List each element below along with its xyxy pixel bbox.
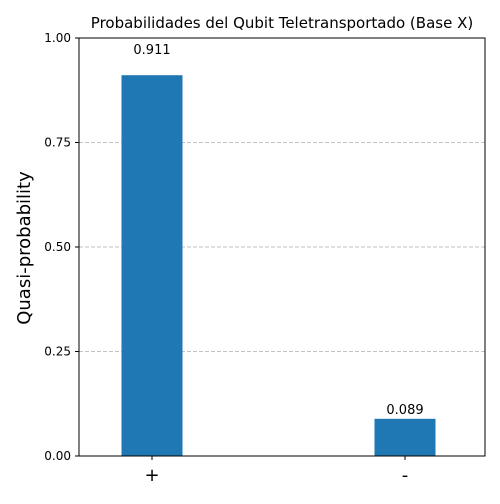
y-tick-label: 0.00 bbox=[44, 449, 71, 463]
bar-value-label: 0.089 bbox=[386, 403, 423, 418]
y-axis-label: Quasi-probability bbox=[14, 171, 35, 325]
axis-ticks: 0.00 0.25 0.50 0.75 1.00 + - bbox=[44, 31, 408, 486]
bars bbox=[121, 75, 436, 457]
chart-title: Probabilidades del Qubit Teletransportad… bbox=[91, 14, 473, 32]
y-tick-label: 0.75 bbox=[44, 136, 71, 150]
x-tick-label: - bbox=[402, 465, 409, 486]
plot-frame bbox=[78, 37, 486, 457]
bar-value-label: 0.911 bbox=[133, 43, 170, 58]
value-labels: 0.911 0.089 bbox=[133, 43, 423, 418]
x-tick-label: + bbox=[144, 465, 159, 486]
y-tick-label: 0.25 bbox=[44, 345, 71, 359]
y-tick-label: 0.50 bbox=[44, 240, 71, 254]
bar bbox=[374, 418, 436, 456]
bar bbox=[121, 75, 183, 457]
y-tick-label: 1.00 bbox=[44, 31, 71, 45]
